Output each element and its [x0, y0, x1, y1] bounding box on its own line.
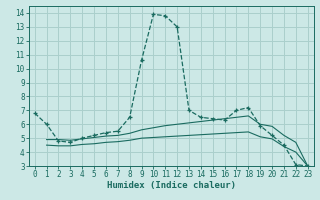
X-axis label: Humidex (Indice chaleur): Humidex (Indice chaleur) — [107, 181, 236, 190]
